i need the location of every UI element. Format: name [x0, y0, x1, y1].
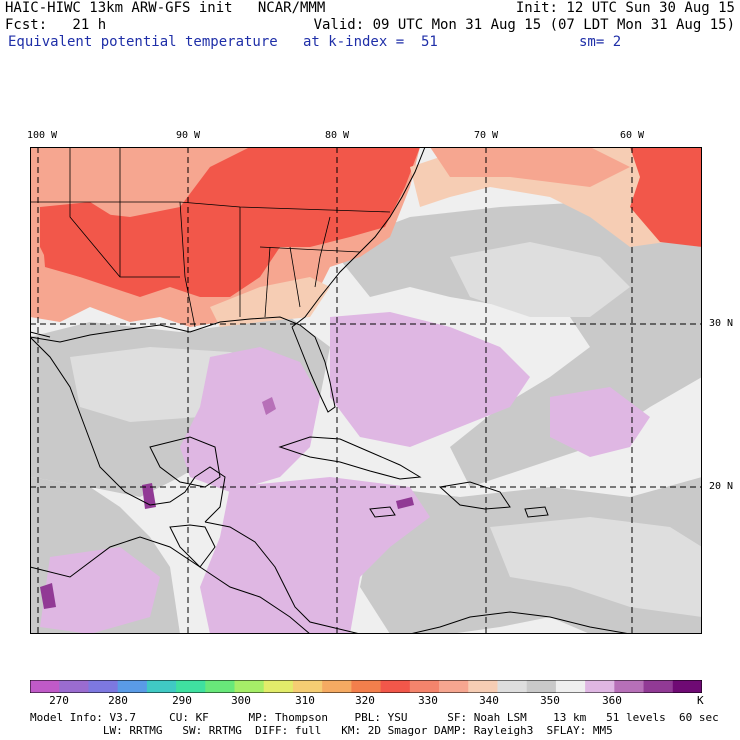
atlantic-salmon-tongue: [430, 147, 630, 187]
colorbar-tick: 320: [355, 694, 375, 707]
coastlines: [30, 147, 631, 634]
colorbar-swatch: [322, 680, 352, 693]
colorbar-swatch: [409, 680, 440, 693]
purple-spot-pacific: [40, 583, 56, 609]
lon-label-70w: 70 W: [473, 130, 499, 141]
hispaniola-outline: [438, 481, 511, 510]
colorbar-swatch: [292, 680, 323, 693]
us-hot-core: [40, 147, 420, 297]
gulf-lavender-region: [180, 347, 320, 492]
colorbar-swatch: [176, 680, 206, 693]
colorbar-tick: 340: [479, 694, 499, 707]
lon-label-80w: 80 W: [324, 130, 350, 141]
smoothing-label: sm= 2: [579, 34, 622, 50]
footer-model-info: Model Info: V3.7 CU: KF MP: Thompson PBL…: [30, 711, 719, 724]
puerto-rico-outline: [524, 506, 549, 518]
atlantic-light-band: [450, 242, 630, 317]
colorbar-swatch: [88, 680, 119, 693]
colorbar-tick: 350: [540, 694, 560, 707]
colorbar-swatch: [497, 680, 528, 693]
caribbean-light-field: [490, 517, 702, 617]
colorbar-swatch: [380, 680, 411, 693]
colorbar: [30, 680, 702, 693]
colorbar-swatch: [643, 680, 674, 693]
colorbar-swatch: [439, 680, 469, 693]
header-forecast-hour: Fcst: 21 h: [5, 17, 107, 33]
colorbar-swatch: [614, 680, 645, 693]
caribbean-lavender-region: [200, 477, 430, 634]
colorbar-swatch: [117, 680, 148, 693]
purple-spot-gulf: [262, 397, 276, 415]
colorbar-swatch: [146, 680, 177, 693]
jamaica-outline: [369, 506, 396, 518]
state-borders: [30, 147, 391, 328]
colorbar-swatch: [30, 680, 60, 693]
lat-label-20n: 20 N: [709, 481, 734, 492]
colorbar-tick: 300: [231, 694, 251, 707]
header-title: HAIC-HIWC 13km ARW-GFS init NCAR/MMM: [5, 0, 326, 16]
colorbar-swatch: [205, 680, 236, 693]
gulf-coast: [30, 316, 336, 413]
us-mexico-border: [30, 331, 51, 338]
central-america-coast: [30, 536, 311, 634]
caribbean-coast: [204, 521, 361, 634]
header-valid-time: Valid: 09 UTC Mon 31 Aug 15 (07 LDT Mon …: [313, 17, 735, 33]
colorbar-swatch: [585, 680, 615, 693]
colorbar-swatch: [468, 680, 498, 693]
south-america-coast: [409, 611, 631, 634]
colorbar-swatch: [59, 680, 89, 693]
colorbar-swatch: [555, 680, 586, 693]
theta-e-map: [30, 147, 702, 634]
pacific-lavender-region: [40, 547, 160, 634]
colorbar-tick: 290: [172, 694, 192, 707]
level-label: at k-index = 51: [303, 34, 438, 50]
country-borders: [30, 331, 216, 568]
lat-lon-grid: [30, 147, 702, 634]
atlantic-coast: [291, 147, 426, 328]
colorbar-tick: 330: [418, 694, 438, 707]
colorbar-tick: 310: [295, 694, 315, 707]
colorbar-tick: 270: [49, 694, 69, 707]
lat-label-30n: 30 N: [709, 318, 734, 329]
mexico-gulf-coast: [30, 336, 226, 523]
bahamas-lavender-region: [330, 312, 530, 447]
lon-label-100w: 100 W: [26, 130, 58, 141]
yucatan-outline: [149, 436, 221, 488]
footer-physics-info: LW: RRTMG SW: RRTMG DIFF: full KM: 2D Sm…: [30, 724, 613, 737]
lon-label-60w: 60 W: [619, 130, 645, 141]
atlantic-hot-patch: [630, 147, 702, 247]
east-caribbean-lavender: [550, 387, 650, 457]
purple-spot-hispaniola: [396, 497, 414, 509]
header-init-time: Init: 12 UTC Sun 30 Aug 15: [515, 0, 735, 16]
texas-hot-patch: [40, 202, 130, 277]
lon-label-90w: 90 W: [175, 130, 201, 141]
guatemala-border: [169, 524, 216, 568]
colorbar-swatch: [526, 680, 557, 693]
colorbar-unit: K: [697, 694, 704, 707]
colorbar-tick: 360: [602, 694, 622, 707]
colorbar-swatch: [351, 680, 382, 693]
colorbar-tick: 280: [108, 694, 128, 707]
map-frame: [30, 147, 702, 634]
cuba-outline: [278, 436, 422, 480]
colorbar-swatch: [672, 680, 702, 693]
colorbar-swatch: [234, 680, 265, 693]
colorbar-swatch: [263, 680, 294, 693]
field-name: Equivalent potential temperature: [8, 34, 278, 50]
